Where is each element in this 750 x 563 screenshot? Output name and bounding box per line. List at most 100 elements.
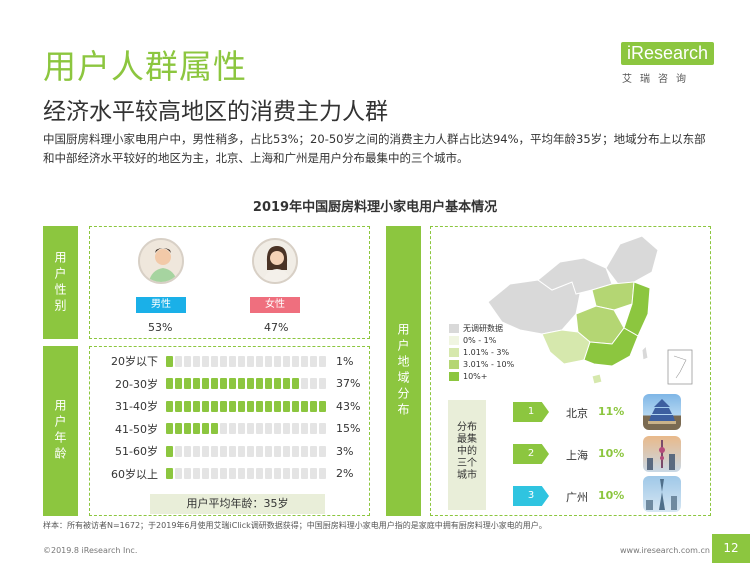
- age-bar: [166, 355, 326, 367]
- age-bar-segment: [175, 378, 182, 389]
- age-bar-segment: [166, 468, 173, 479]
- age-bar-segment: [166, 445, 173, 457]
- legend-swatch: [449, 359, 459, 369]
- city-rank-badge: 1: [513, 402, 549, 422]
- map-region-northeast: [605, 235, 659, 285]
- age-bar-segment: [238, 400, 245, 412]
- age-bar-segment: [274, 378, 281, 389]
- age-bar-segment: [211, 468, 218, 479]
- age-bar-segment: [247, 378, 254, 389]
- age-bar-segment: [202, 445, 209, 457]
- age-bar-segment: [211, 445, 218, 457]
- age-bar-segment: [202, 355, 209, 367]
- page-title: 用户人群属性: [43, 47, 247, 86]
- legend-label: 无调研数据: [463, 323, 503, 333]
- age-bar-segment: [229, 355, 236, 367]
- age-bar-segment: [301, 355, 308, 367]
- age-bar-segment: [175, 423, 182, 434]
- age-bar-segment: [193, 468, 200, 479]
- age-bar-chart: 20岁以下 1% 20-30岁 37% 31-40岁 43% 41-50岁 15% 51-60岁…: [100, 353, 365, 488]
- age-bar-segment: [211, 423, 218, 434]
- guangzhou-skyline-icon: [643, 476, 681, 512]
- age-bar-segment: [292, 468, 299, 479]
- age-bar-segment: [238, 468, 245, 479]
- sample-note: 样本：所有被访者N=1672；于2019年6月使用艾瑞iClick调研数据获得；…: [43, 521, 547, 530]
- age-bar-segment: [193, 355, 200, 367]
- top-cities-label-box: [448, 400, 486, 510]
- website: www.iresearch.com.cn: [620, 546, 710, 555]
- age-bar-segment: [202, 468, 209, 479]
- age-bar-segment: [319, 445, 326, 457]
- city-pct: 10%: [598, 489, 625, 502]
- age-bar: [166, 378, 326, 389]
- age-bar-segment: [283, 423, 290, 434]
- female-avatar-icon: [254, 240, 296, 282]
- age-bar-segment: [265, 468, 272, 479]
- age-bar-segment: [319, 423, 326, 434]
- age-bar-segment: [274, 355, 281, 367]
- age-bar-segment: [184, 445, 191, 457]
- age-bar-segment: [265, 423, 272, 434]
- age-bar-segment: [202, 400, 209, 412]
- age-bar-segment: [292, 355, 299, 367]
- age-bar-segment: [220, 423, 227, 434]
- age-bar-segment: [283, 378, 290, 389]
- age-bar-segment: [301, 468, 308, 479]
- age-value-label: 2%: [336, 467, 354, 480]
- age-bar-segment: [202, 423, 209, 434]
- age-bar-segment: [247, 445, 254, 457]
- age-bar-segment: [220, 445, 227, 457]
- age-bar-row: 20-30岁 37%: [100, 376, 360, 392]
- age-bar-segment: [193, 400, 200, 412]
- average-age: 用户平均年龄：35岁: [150, 494, 325, 514]
- age-bar-segment: [256, 378, 263, 389]
- age-bar-segment: [184, 423, 191, 434]
- age-bar-segment: [247, 355, 254, 367]
- age-bar-segment: [292, 400, 299, 412]
- city-name: 上海: [566, 449, 588, 462]
- china-map: [487, 235, 693, 385]
- age-value-label: 1%: [336, 354, 354, 368]
- age-bar-segment: [310, 355, 317, 367]
- age-bar-segment: [256, 468, 263, 479]
- age-bar-segment: [238, 445, 245, 457]
- map-legend: 无调研数据 0% - 1% 1.01% - 3% 3.01% - 10% 10%…: [449, 322, 514, 382]
- age-bar-segment: [193, 378, 200, 389]
- age-bar-segment: [274, 423, 281, 434]
- age-bar-segment: [256, 445, 263, 457]
- age-bar-row: 51-60岁 3%: [100, 443, 353, 459]
- age-bar: [166, 400, 326, 412]
- age-bar-segment: [265, 445, 272, 457]
- age-bar-segment: [184, 378, 191, 389]
- city-name: 北京: [566, 407, 588, 420]
- top-cities-label: 分布最集中的三个城市: [457, 422, 477, 481]
- age-bar-segment: [247, 423, 254, 434]
- city-pct: 11%: [598, 405, 625, 418]
- map-region-hainan: [591, 373, 603, 385]
- age-bar-segment: [220, 468, 227, 479]
- map-region-south: [583, 327, 639, 367]
- age-bar-segment: [202, 378, 209, 389]
- age-category-label: 41-50岁: [115, 422, 158, 436]
- age-bar-segment: [319, 468, 326, 479]
- female-pct: 47%: [264, 321, 289, 334]
- page-description: 中国厨房料理小家电用户中，男性稍多，占比53%；20-50岁之间的消费主力人群占…: [43, 132, 706, 165]
- beijing-temple-icon: [643, 394, 681, 430]
- age-bar-row: 20岁以下 1%: [100, 353, 353, 369]
- region-panel: [430, 226, 711, 516]
- age-bar-segment: [274, 400, 281, 412]
- age-bar-segment: [265, 378, 272, 389]
- map-region-west: [487, 279, 581, 335]
- oriental-pearl-tower-icon: [647, 440, 675, 470]
- age-bar-segment: [310, 400, 317, 412]
- region-section-label: 用户地域分布: [386, 226, 421, 516]
- age-bar-segment: [193, 445, 200, 457]
- age-bar-segment: [220, 378, 227, 389]
- age-bar-segment: [256, 400, 263, 412]
- age-bar-segment: [229, 445, 236, 457]
- age-category-label: 20岁以下: [111, 355, 158, 368]
- age-bar-segment: [319, 378, 326, 389]
- gender-panel: [89, 226, 370, 339]
- legend-label: 10%+: [463, 371, 488, 381]
- age-bar-segment: [220, 400, 227, 412]
